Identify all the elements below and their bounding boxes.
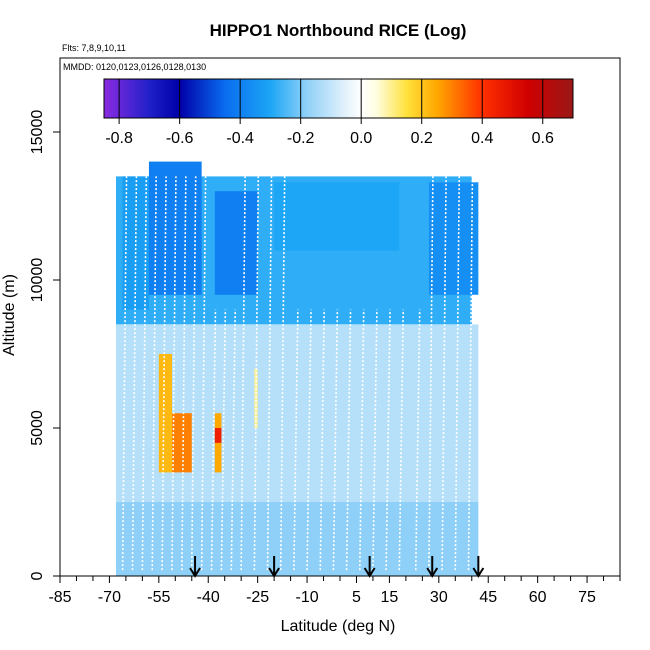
profile-track	[385, 309, 391, 571]
profile-track	[266, 176, 273, 571]
x-tick-label: 30	[430, 589, 448, 606]
colorbar-tick-label: 0.4	[471, 130, 493, 147]
profile-track	[441, 176, 447, 571]
x-axis-label: Latitude (deg N)	[281, 618, 396, 635]
profile-track	[161, 176, 167, 571]
heat-region-south-midlat-mod-1	[158, 354, 172, 473]
colorbar-tick-label: -0.6	[166, 130, 194, 147]
colorbar	[103, 78, 574, 119]
colorbar-tick-label: -0.4	[226, 130, 254, 147]
flight-tracks	[121, 176, 474, 571]
profile-track	[306, 309, 312, 571]
heat-region-upper-band-core-2	[214, 191, 258, 295]
x-tick-label: -10	[295, 589, 318, 606]
x-tick-label: 5	[352, 589, 361, 606]
profile-track	[428, 176, 434, 571]
x-tick-label: -55	[147, 589, 170, 606]
profile-track	[141, 176, 148, 571]
colorbar-tick-label: -0.2	[287, 130, 315, 147]
heat-region-upper-band-north	[428, 182, 479, 295]
y-axis: 0 5000 10000 15000	[29, 110, 60, 580]
y-tick-label: 15000	[29, 110, 46, 155]
profile-track	[171, 176, 177, 571]
heat-region-upper-band-mid	[274, 182, 400, 251]
profile-track	[293, 309, 299, 571]
colorbar-ticks: -0.8 -0.6 -0.4 -0.2 0.0 0.2 0.4 0.6	[105, 79, 554, 147]
heat-region-subtropic-weak	[254, 368, 258, 428]
chart-title: HIPPO1 Northbound RICE (Log)	[210, 21, 467, 40]
flights-label: Flts: 7,8,9,10,11	[62, 43, 126, 53]
heat-region-south-midlat-high-3	[214, 428, 222, 443]
profile-track	[131, 176, 138, 571]
profile-track	[210, 309, 217, 571]
heat-region-south-midlat-mod-3	[214, 413, 222, 473]
heat-region-lower-troposphere	[116, 502, 479, 576]
profile-track	[230, 309, 237, 571]
x-tick-label: 60	[529, 589, 547, 606]
heat-region-south-midlat-mod-2	[172, 413, 192, 473]
profile-track	[332, 309, 339, 571]
y-tick-label: 5000	[29, 410, 46, 446]
profile-track	[414, 309, 421, 571]
x-tick-label: -25	[246, 589, 269, 606]
x-tick-label: -70	[98, 589, 121, 606]
colorbar-tick-label: 0.0	[350, 130, 372, 147]
profile-track	[253, 176, 260, 571]
dates-label: MMDD: 0120,0123,0126,0128,0130	[63, 62, 206, 72]
colorbar-tick-label: 0.2	[411, 130, 433, 147]
profile-track	[121, 176, 128, 571]
profile-track	[151, 176, 157, 571]
x-axis: -85 -70 -55 -40 -25 -10 5 15 30 45 60 75	[48, 576, 621, 606]
profile-track	[220, 309, 227, 571]
profile-track	[319, 309, 325, 571]
profile-track	[200, 176, 207, 571]
heatmap-cells	[116, 161, 479, 576]
profile-track	[454, 176, 461, 571]
x-tick-label: 75	[578, 589, 596, 606]
profile-track	[190, 176, 197, 571]
x-tick-label: -85	[48, 589, 71, 606]
profile-track	[181, 176, 187, 571]
profile-track	[358, 309, 365, 571]
x-tick-label: -40	[197, 589, 220, 606]
y-tick-label: 10000	[29, 258, 46, 303]
profile-track	[345, 309, 352, 571]
colorbar-tick-label: 0.6	[532, 130, 554, 147]
colorbar-tick-label: -0.8	[105, 130, 133, 147]
profile-track	[467, 176, 474, 571]
profile-track	[372, 309, 378, 571]
y-axis-label: Altitude (m)	[1, 274, 18, 356]
profile-track	[398, 309, 405, 571]
y-tick-label: 0	[29, 571, 46, 580]
profile-track	[240, 176, 246, 571]
x-tick-label: 15	[381, 589, 399, 606]
x-tick-label: 45	[479, 589, 497, 606]
heat-region-upper-band-south	[122, 176, 149, 310]
profile-track	[279, 176, 286, 571]
